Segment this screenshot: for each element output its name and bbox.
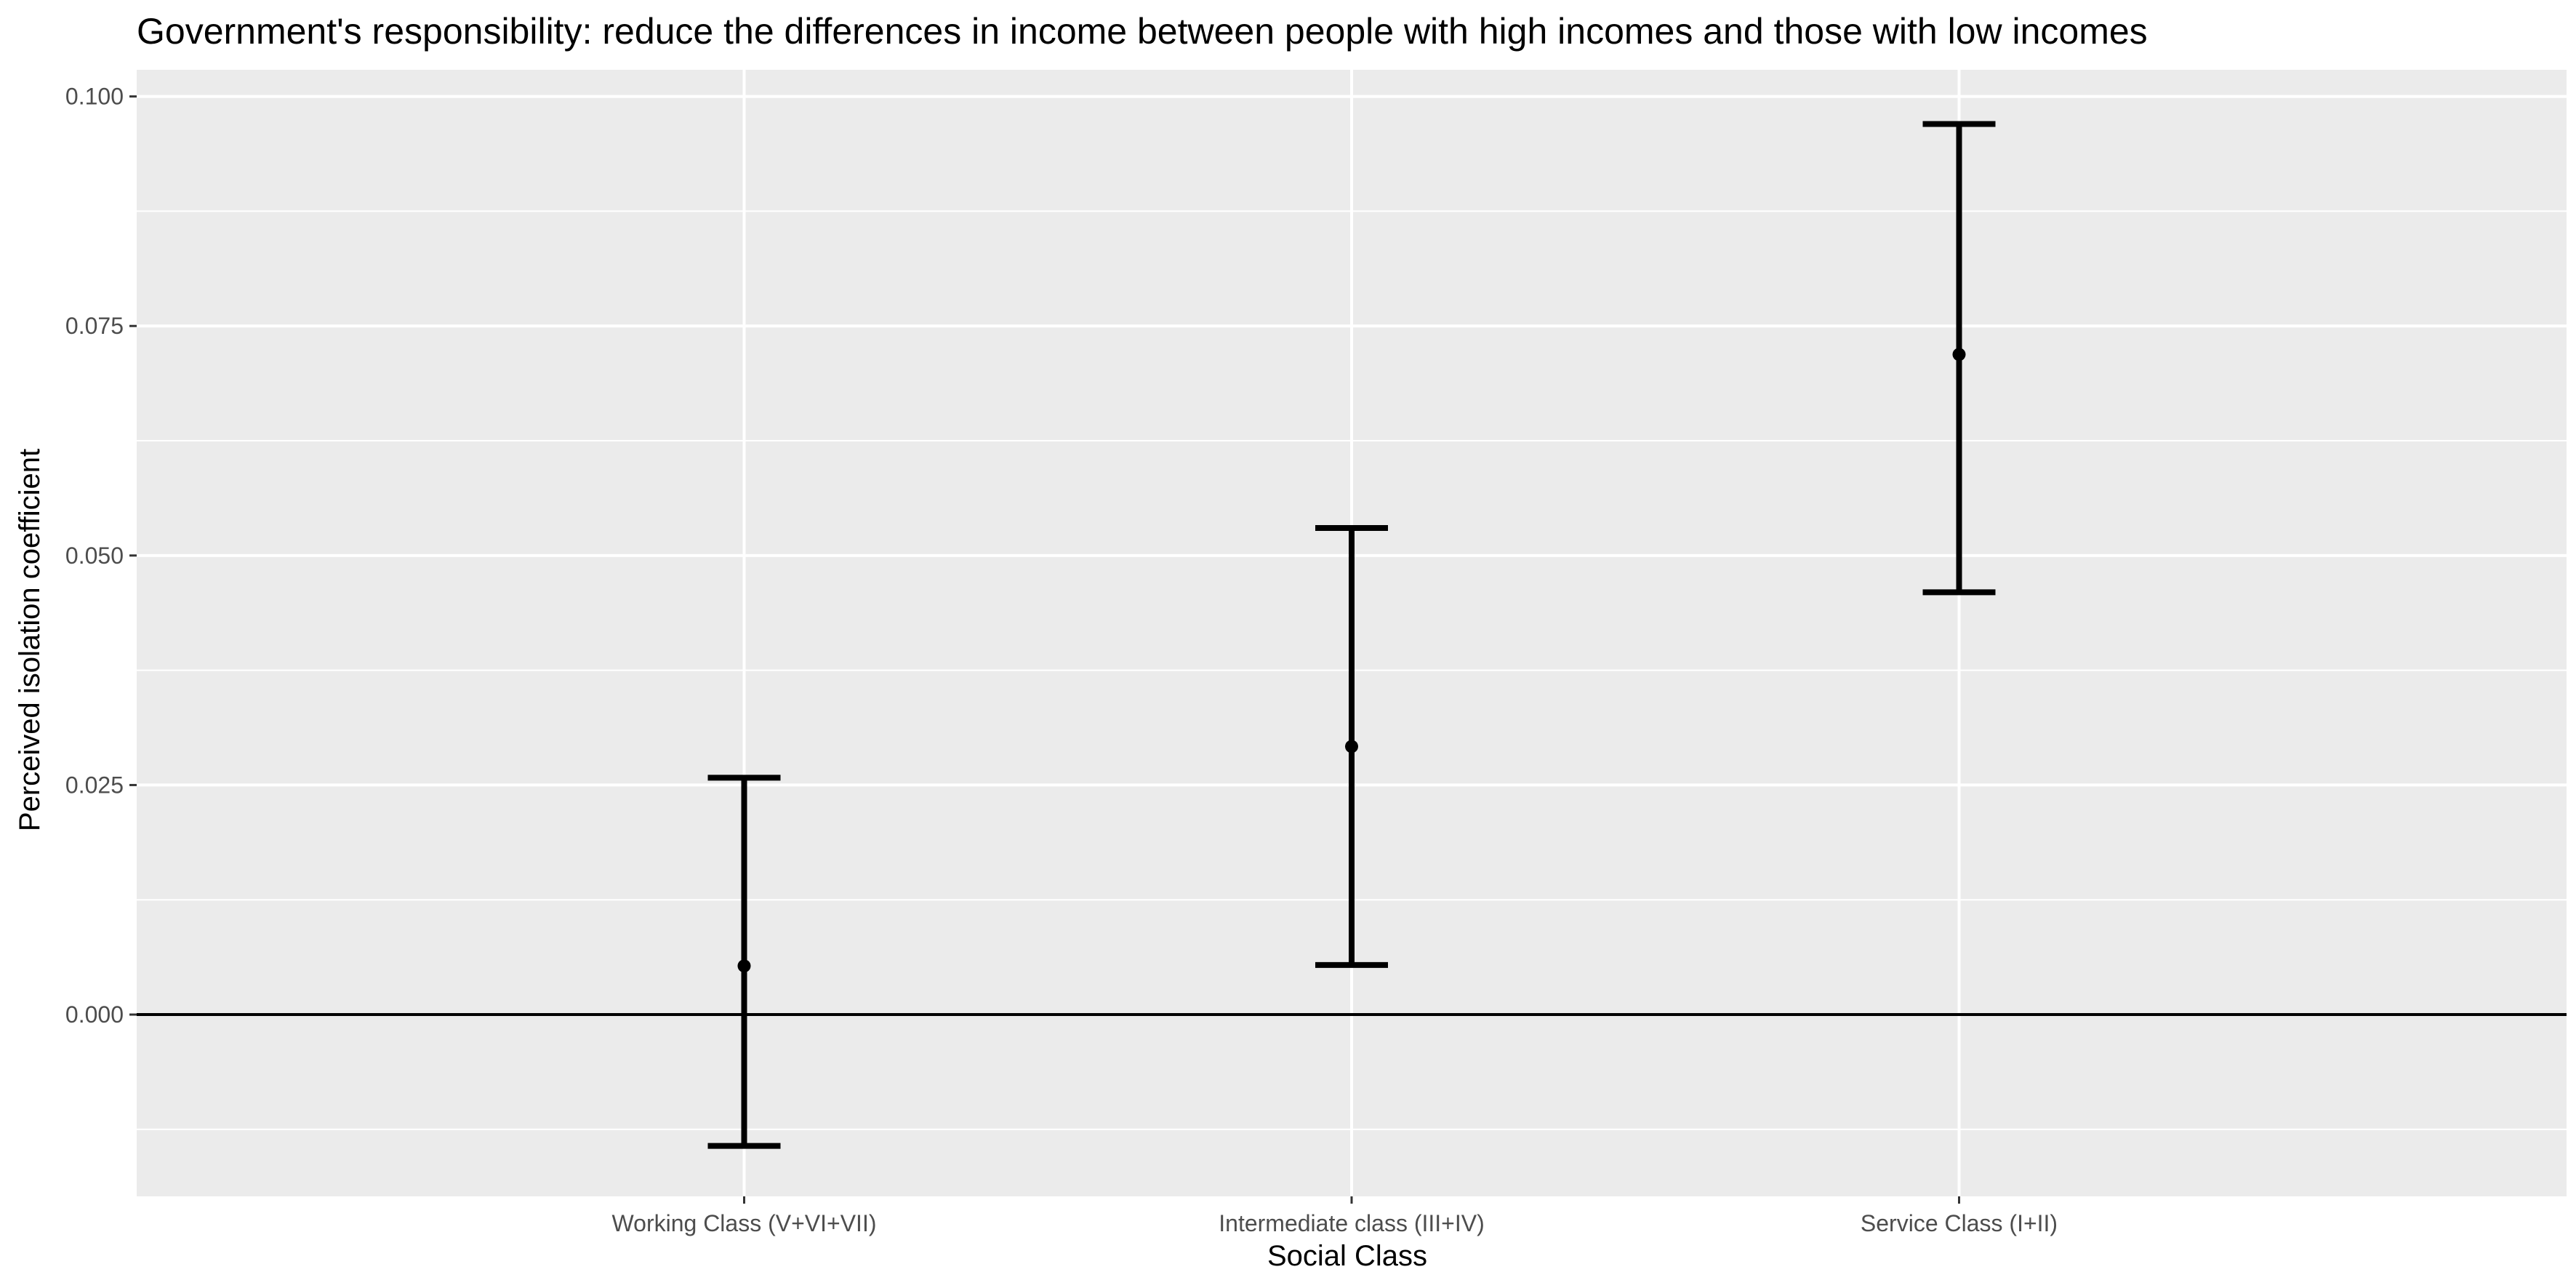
- point-estimate: [1952, 348, 1966, 361]
- y-tick-label: 0.000: [65, 1001, 124, 1028]
- y-tick-label: 0.100: [65, 84, 124, 110]
- y-tick-label: 0.025: [65, 772, 124, 798]
- errorbar-group: [1315, 524, 1388, 968]
- x-axis-title: Social Class: [1267, 1240, 1427, 1272]
- point-estimate: [737, 959, 751, 973]
- errorbar-group: [1922, 121, 1996, 596]
- x-tick-label: Working Class (V+VI+VII): [612, 1210, 877, 1236]
- errorbar-group: [707, 775, 781, 1149]
- y-tick-label: 0.075: [65, 313, 124, 339]
- point-estimate: [1345, 740, 1358, 753]
- x-tick-label: Intermediate class (III+IV): [1219, 1210, 1484, 1236]
- y-tick-label: 0.050: [65, 543, 124, 569]
- y-axis-title: Perceived isolation coefficient: [14, 449, 46, 831]
- chart-title: Government's responsibility: reduce the …: [137, 11, 2148, 52]
- x-tick-label: Service Class (I+II): [1861, 1210, 2058, 1236]
